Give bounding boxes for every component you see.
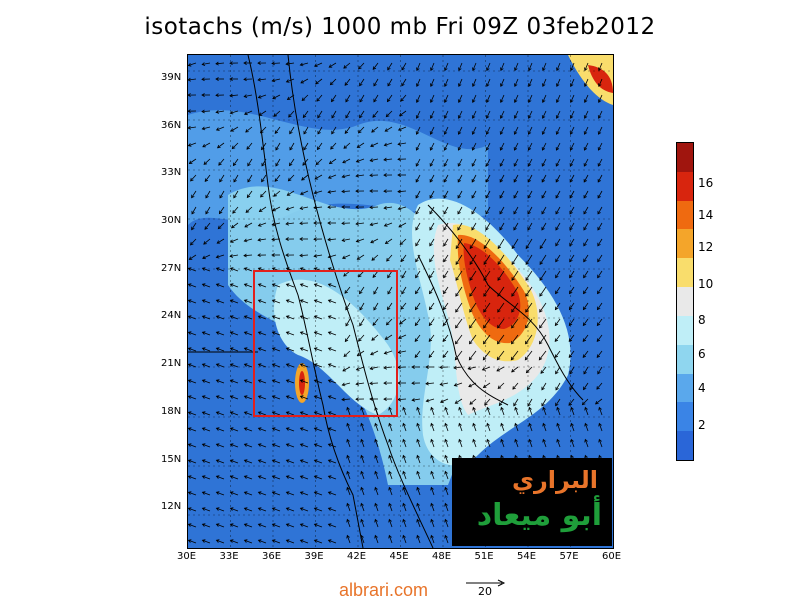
watermark-line1: البراري (512, 466, 598, 494)
colorbar-tick-label: 6 (698, 347, 706, 361)
lat-tick-label: 24N (161, 310, 181, 321)
lat-tick-label: 27N (161, 263, 181, 274)
lon-tick-label: 39E (305, 551, 324, 562)
lon-tick-label: 48E (432, 551, 451, 562)
colorbar (676, 142, 694, 461)
lon-tick-label: 45E (390, 551, 409, 562)
colorbar-tick-label: 14 (698, 208, 713, 222)
colorbar-band (677, 143, 693, 172)
lon-tick-label: 57E (560, 551, 579, 562)
watermark-line2: أبو ميعاد (477, 498, 602, 533)
lat-tick-label: 36N (161, 120, 181, 131)
lon-tick-label: 51E (475, 551, 494, 562)
colorbar-band (677, 402, 693, 431)
colorbar-band (677, 229, 693, 258)
colorbar-band (677, 201, 693, 230)
lat-tick-label: 12N (161, 501, 181, 512)
lon-tick-label: 42E (347, 551, 366, 562)
lat-tick-label: 15N (161, 454, 181, 465)
colorbar-tick-label: 16 (698, 176, 713, 190)
colorbar-band (677, 258, 693, 287)
colorbar-band (677, 287, 693, 316)
colorbar-band (677, 431, 693, 460)
plot-title: isotachs (m/s) 1000 mb Fri 09Z 03feb2012 (0, 14, 800, 40)
lat-tick-label: 33N (161, 167, 181, 178)
colorbar-tick-label: 2 (698, 418, 706, 432)
colorbar-tick-label: 10 (698, 277, 713, 291)
colorbar-band (677, 172, 693, 201)
watermark-logo: البراري أبو ميعاد (452, 458, 612, 546)
lon-tick-label: 54E (517, 551, 536, 562)
lat-tick-label: 18N (161, 406, 181, 417)
lat-tick-label: 30N (161, 215, 181, 226)
colorbar-band (677, 374, 693, 403)
lat-tick-label: 39N (161, 72, 181, 83)
lon-tick-label: 30E (177, 551, 196, 562)
colorbar-tick-label: 12 (698, 240, 713, 254)
colorbar-tick-label: 4 (698, 381, 706, 395)
colorbar-band (677, 316, 693, 345)
colorbar-band (677, 345, 693, 374)
site-link[interactable]: albrari.com (339, 580, 428, 601)
lat-tick-label: 21N (161, 358, 181, 369)
lon-tick-label: 36E (262, 551, 281, 562)
lon-tick-label: 60E (602, 551, 621, 562)
colorbar-tick-label: 8 (698, 313, 706, 327)
reference-vector-label: 20 (478, 585, 492, 598)
lon-tick-label: 33E (220, 551, 239, 562)
